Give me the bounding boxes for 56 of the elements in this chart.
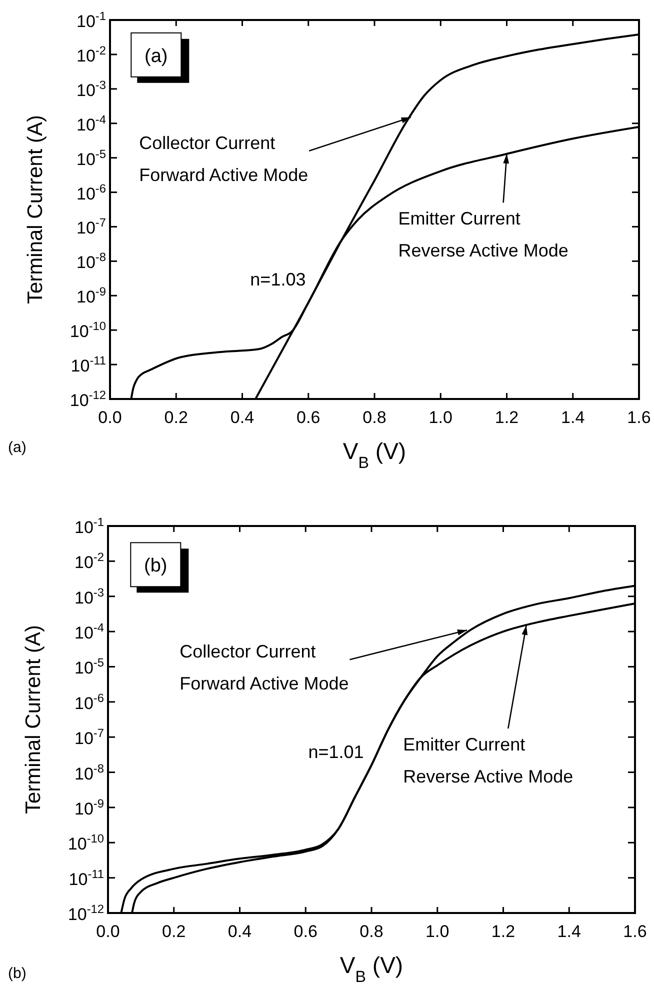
y-tick-label: 10$^{-1}$: [74, 515, 104, 537]
y-tick-label: 10$^{-1}$: [76, 9, 106, 31]
y-tick-label: 10$^{-12}$: [70, 388, 106, 410]
x-axis-title: V$_{B}$ (V): [340, 952, 404, 986]
y-tick-label: 10$^{-9}$: [76, 284, 106, 307]
annotation: (b): [144, 556, 168, 577]
y-tick-label: 10$^{-9}$: [74, 796, 104, 818]
y-tick-label: 10$^{-4}$: [76, 112, 106, 134]
x-tick-label: 1.0: [426, 922, 450, 941]
x-tick-label: 0.6: [296, 408, 320, 427]
x-tick-label: 0.8: [362, 408, 386, 427]
x-tick-label: 1.0: [428, 408, 452, 427]
x-tick-label: 0.4: [228, 922, 252, 941]
y-tick-label: 10$^{-7}$: [74, 726, 104, 748]
x-tick-label: 0.6: [294, 922, 318, 941]
y-tick-label: 10$^{-3}$: [74, 585, 104, 608]
y-tick-label: 10$^{-8}$: [74, 761, 104, 784]
y-tick-label: 10$^{-5}$: [74, 656, 104, 678]
x-tick-label: 0.0: [96, 922, 120, 941]
x-axis-title: V$_{B}$ (V): [342, 438, 406, 472]
x-tick-label: 0.0: [98, 408, 122, 427]
x-tick-label: 0.2: [164, 408, 188, 427]
annotation: Collector Current Forward Active Mode: [139, 132, 308, 185]
y-tick-label: 10$^{-6}$: [74, 690, 104, 713]
y-tick-label: 10$^{-7}$: [76, 216, 106, 238]
x-tick-label: 1.6: [623, 922, 647, 941]
y-tick-label: 10$^{-11}$: [70, 354, 106, 376]
y-tick-label: 10$^{-12}$: [68, 902, 104, 924]
y-tick-label: 10$^{-11}$: [68, 866, 104, 889]
y-tick-label: 10$^{-6}$: [76, 181, 106, 204]
x-tick-label: 1.4: [561, 408, 585, 427]
annotation: n=1.01: [308, 742, 364, 762]
x-tick-label: 1.6: [627, 408, 651, 427]
y-tick-label: 10$^{-10}$: [68, 832, 104, 854]
text: (a): [8, 439, 26, 456]
annotation: n=1.03: [250, 269, 306, 290]
y-axis-title: Terminal Current (A): [24, 114, 47, 304]
x-tick-label: 0.8: [360, 922, 384, 941]
annotation: Emitter Current Reverse Active Mode: [403, 734, 574, 786]
annotation: Emitter Current Reverse Active Mode: [398, 208, 568, 261]
x-tick-label: 1.4: [557, 922, 581, 941]
y-tick-label: 10$^{-2}$: [76, 43, 106, 66]
y-tick-label: 10$^{-2}$: [74, 550, 104, 572]
y-tick-label: 10$^{-10}$: [70, 319, 106, 342]
y-tick-label: 10$^{-5}$: [76, 146, 106, 169]
y-tick-label: 10$^{-3}$: [76, 78, 106, 100]
y-axis-title: Terminal Current (A): [22, 624, 45, 814]
annotation: (a): [144, 46, 168, 67]
x-tick-label: 0.2: [162, 922, 186, 941]
x-tick-label: 1.2: [491, 922, 516, 941]
x-tick-label: 0.4: [230, 408, 254, 427]
x-tick-label: 1.2: [494, 408, 519, 427]
annotation: Collector Current Forward Active Mode: [180, 642, 349, 694]
text: (b): [8, 965, 26, 982]
y-tick-label: 10$^{-4}$: [74, 620, 104, 643]
y-tick-label: 10$^{-8}$: [76, 250, 106, 272]
